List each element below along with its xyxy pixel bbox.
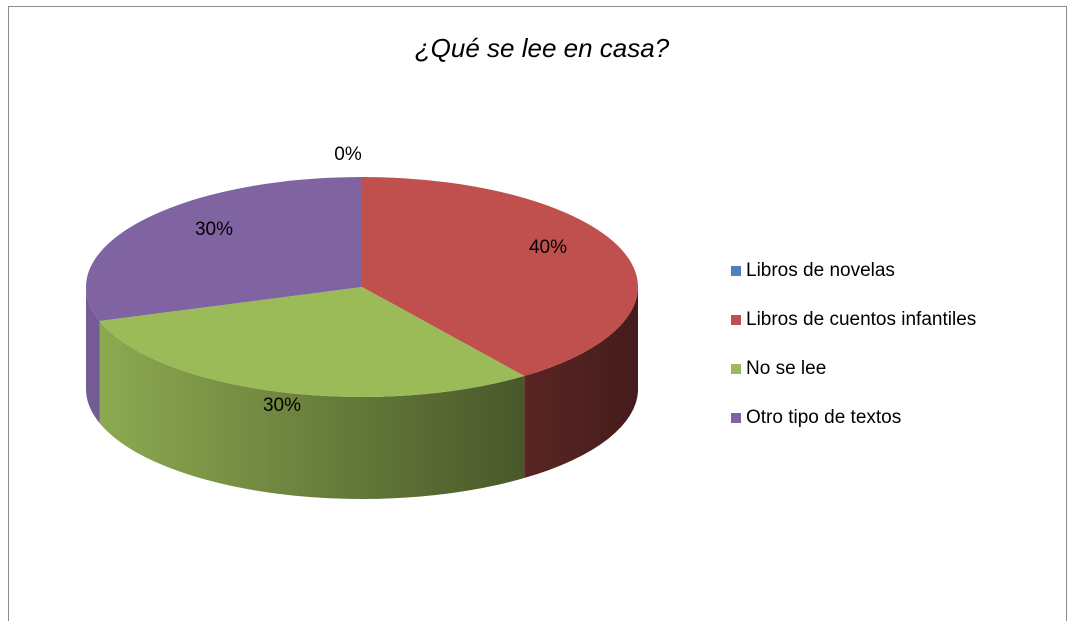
legend-label: Otro tipo de textos [746,407,901,428]
side-shade [524,287,638,478]
chart-frame [8,6,1067,621]
slice [85,177,363,321]
legend-swatch [731,413,741,423]
slice [362,177,639,376]
legend-swatch [731,266,741,276]
side-shade [86,287,100,423]
data-label: 0% [334,144,362,165]
legend-swatch [731,364,741,374]
legend-label: Libros de novelas [746,260,895,281]
legend-label: No se lee [746,358,826,379]
slice [99,287,525,397]
legend-label: Libros de cuentos infantiles [746,309,976,330]
data-label: 30% [195,219,233,240]
chart-title: ¿Qué se lee en casa? [415,33,670,63]
data-label: 30% [263,395,301,416]
data-label: 40% [529,237,567,258]
legend-swatch [731,315,741,325]
side-shade [99,320,525,500]
